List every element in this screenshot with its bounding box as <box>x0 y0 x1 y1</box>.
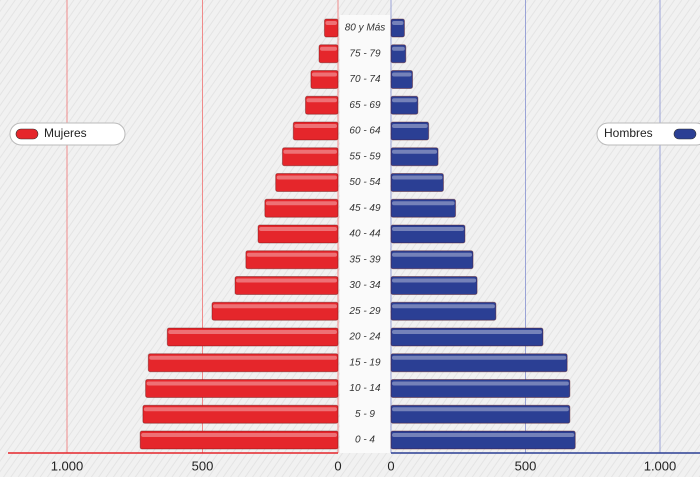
bar <box>142 404 339 424</box>
bar <box>245 250 339 270</box>
bar-highlight <box>392 21 404 25</box>
bar <box>390 250 474 270</box>
bar <box>145 379 339 398</box>
category-label: 35 - 39 <box>349 254 381 265</box>
bar-highlight <box>392 355 567 360</box>
bar <box>166 327 339 347</box>
bar-highlight <box>392 278 477 283</box>
x-tick-label: 0 <box>387 458 394 473</box>
bar <box>390 276 478 295</box>
bar <box>390 327 544 347</box>
category-label: 60 - 64 <box>349 126 381 137</box>
category-label: 40 - 44 <box>349 229 381 240</box>
bar-highlight <box>141 433 337 437</box>
legend-label: Hombres <box>604 126 653 140</box>
bar <box>390 173 444 192</box>
bar <box>211 301 339 321</box>
bar <box>147 353 339 373</box>
category-label: 65 - 69 <box>349 100 381 111</box>
bar <box>139 430 339 450</box>
bar <box>390 379 571 398</box>
bar-highlight <box>392 46 405 51</box>
x-tick-label: 1.000 <box>51 458 84 473</box>
bar-highlight <box>325 21 337 25</box>
category-label: 10 - 14 <box>349 383 381 394</box>
bar-highlight <box>392 201 455 206</box>
bar <box>390 70 414 89</box>
bar <box>304 95 339 115</box>
bar <box>264 198 339 218</box>
bar <box>390 95 419 115</box>
bar-highlight <box>392 304 495 309</box>
bar <box>390 147 439 167</box>
bar-highlight <box>265 201 337 206</box>
bar-highlight <box>392 330 542 334</box>
bar <box>390 224 466 244</box>
bar-highlight <box>276 175 337 180</box>
bar-highlight <box>311 72 337 77</box>
legend-box <box>9 122 126 146</box>
category-label: 75 - 79 <box>349 48 381 59</box>
bar-highlight <box>168 330 337 334</box>
category-label: 50 - 54 <box>349 177 381 188</box>
bar <box>390 301 497 321</box>
bar <box>390 18 405 38</box>
category-label: 30 - 34 <box>349 280 381 291</box>
bar-highlight <box>146 381 337 386</box>
category-label: 20 - 24 <box>348 332 381 343</box>
category-label: 5 - 9 <box>355 409 375 420</box>
legend-swatch <box>673 128 697 140</box>
x-tick-label: 500 <box>515 458 537 473</box>
bar-highlight <box>320 46 337 51</box>
bar <box>275 173 339 192</box>
legend-label: Mujeres <box>44 126 87 140</box>
bar-highlight <box>392 124 428 128</box>
legend-box <box>596 122 700 146</box>
x-tick-label: 0 <box>334 458 341 473</box>
bar-highlight <box>294 124 337 128</box>
bar <box>234 276 339 295</box>
bar-highlight <box>392 149 438 154</box>
bar-highlight <box>392 252 473 257</box>
bar <box>292 121 339 141</box>
bar <box>390 44 407 64</box>
bar <box>323 18 339 38</box>
category-label: 0 - 4 <box>355 435 375 446</box>
bar-highlight <box>212 304 337 309</box>
bar <box>390 198 457 218</box>
category-label: 25 - 29 <box>348 306 381 317</box>
bar-highlight <box>143 407 337 412</box>
x-tick-label: 1.000 <box>644 458 677 473</box>
bar-highlight <box>236 278 337 283</box>
bar-highlight <box>392 433 575 437</box>
bar-highlight <box>149 355 337 360</box>
bar <box>310 70 339 89</box>
bar-highlight <box>392 72 412 77</box>
label-column <box>340 15 390 453</box>
bar <box>390 353 568 373</box>
bar-highlight <box>392 381 569 386</box>
bar-highlight <box>259 227 337 231</box>
bar-highlight <box>306 98 337 103</box>
bar <box>257 224 339 244</box>
bar-highlight <box>392 175 443 180</box>
bar-highlight <box>392 407 569 412</box>
bar <box>390 121 430 141</box>
category-label: 45 - 49 <box>349 203 381 214</box>
bar <box>390 404 571 424</box>
bar <box>318 44 339 64</box>
category-label: 80 y Más <box>345 23 386 34</box>
category-label: 70 - 74 <box>349 74 381 85</box>
bar <box>390 430 576 450</box>
bar-highlight <box>283 149 337 154</box>
category-label: 55 - 59 <box>349 151 381 162</box>
bar <box>281 147 339 167</box>
bar-highlight <box>246 252 337 257</box>
bar-highlight <box>392 227 464 231</box>
bar-highlight <box>392 98 417 103</box>
legend-swatch <box>15 128 39 140</box>
x-tick-label: 500 <box>192 458 214 473</box>
category-label: 15 - 19 <box>349 357 381 368</box>
